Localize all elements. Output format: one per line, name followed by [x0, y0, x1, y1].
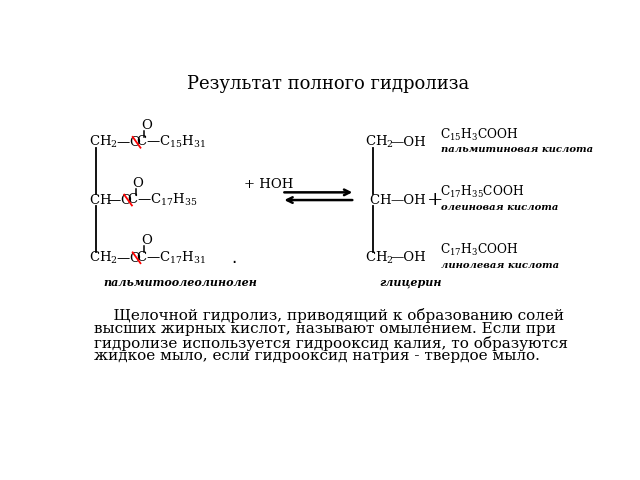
Text: $\mathregular{C_{17}H_{3}COOH}$: $\mathregular{C_{17}H_{3}COOH}$	[440, 242, 518, 258]
Text: $\mathregular{—O}$: $\mathregular{—O}$	[107, 193, 132, 207]
Text: $\mathregular{C_{17}H_{35}COOH}$: $\mathregular{C_{17}H_{35}COOH}$	[440, 184, 524, 201]
Text: олеиновая кислота: олеиновая кислота	[441, 203, 559, 212]
Text: $\mathregular{CH}$: $\mathregular{CH}$	[90, 193, 112, 207]
Text: $\mathregular{CH_2}$: $\mathregular{CH_2}$	[90, 134, 118, 150]
Text: +: +	[428, 191, 444, 209]
Text: $\mathregular{C—C_{17}H_{31}}$: $\mathregular{C—C_{17}H_{31}}$	[136, 250, 206, 266]
Text: $\mathregular{—O}$: $\mathregular{—O}$	[116, 135, 141, 149]
Text: $\mathregular{—O}$: $\mathregular{—O}$	[116, 251, 141, 265]
Text: —OH: —OH	[391, 252, 426, 264]
Text: глицерин: глицерин	[379, 277, 442, 288]
Text: + HOH: + HOH	[244, 178, 294, 191]
Text: гидролизе используется гидрооксид калия, то образуются: гидролизе используется гидрооксид калия,…	[94, 336, 568, 350]
Text: $\mathregular{C_{15}H_{3}COOH}$: $\mathregular{C_{15}H_{3}COOH}$	[440, 127, 518, 143]
Text: $\mathregular{CH_2}$: $\mathregular{CH_2}$	[365, 250, 394, 266]
Text: O: O	[132, 177, 143, 190]
Text: линолевая кислота: линолевая кислота	[441, 261, 559, 270]
Text: .: .	[231, 249, 236, 267]
Text: $\mathregular{C—C_{17}H_{35}}$: $\mathregular{C—C_{17}H_{35}}$	[127, 192, 198, 208]
Text: $\mathregular{CH}$: $\mathregular{CH}$	[369, 193, 392, 207]
Text: $\mathregular{CH_2}$: $\mathregular{CH_2}$	[365, 134, 394, 150]
Text: пальмитоолеолинолен: пальмитоолеолинолен	[103, 277, 257, 288]
Text: —OH: —OH	[391, 136, 426, 149]
Text: $\mathregular{C—C_{15}H_{31}}$: $\mathregular{C—C_{15}H_{31}}$	[136, 134, 206, 150]
Text: —OH: —OH	[391, 193, 426, 206]
Text: Результат полного гидролиза: Результат полного гидролиза	[187, 74, 469, 93]
Text: Щелочной гидролиз, приводящий к образованию солей: Щелочной гидролиз, приводящий к образова…	[94, 308, 564, 323]
Text: пальмитиновая кислота: пальмитиновая кислота	[441, 145, 593, 155]
Text: O: O	[141, 234, 152, 247]
Text: жидкое мыло, если гидрооксид натрия - твердое мыло.: жидкое мыло, если гидрооксид натрия - тв…	[94, 349, 540, 363]
Text: $\mathregular{CH_2}$: $\mathregular{CH_2}$	[90, 250, 118, 266]
Text: O: O	[141, 119, 152, 132]
Text: высших жирных кислот, называют омылением. Если при: высших жирных кислот, называют омылением…	[94, 322, 556, 336]
